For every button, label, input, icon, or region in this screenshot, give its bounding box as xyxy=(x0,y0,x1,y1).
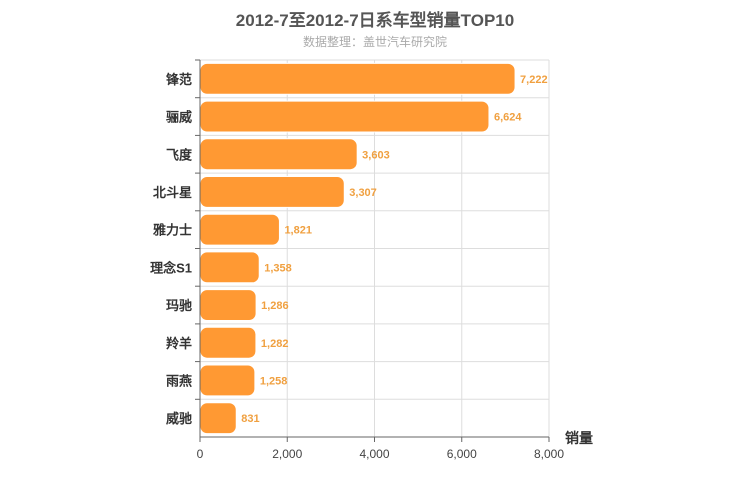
value-label: 1,286 xyxy=(261,300,289,312)
value-label: 3,603 xyxy=(362,149,390,161)
chart-title: 2012-7至2012-7日系车型销量TOP10 xyxy=(235,11,515,30)
category-label: 理念S1 xyxy=(150,260,192,275)
bar xyxy=(199,326,257,359)
x-tick-label: 8,000 xyxy=(534,447,564,461)
bar xyxy=(199,213,280,246)
bar xyxy=(199,100,490,133)
value-label: 1,258 xyxy=(260,375,288,387)
bar xyxy=(199,138,358,171)
bars: 7,222 6,624 3,603 3,307 1,821 1,358 1,286 1,282… xyxy=(199,62,548,435)
category-label: 骊威 xyxy=(166,110,192,125)
value-label: 1,358 xyxy=(264,262,292,274)
x-tick-label: 2,000 xyxy=(272,447,302,461)
category-label: 雨燕 xyxy=(166,373,192,388)
category-label: 玛驰 xyxy=(166,298,192,313)
category-label: 锋范 xyxy=(166,72,192,87)
x-tick-label: 6,000 xyxy=(447,447,477,461)
category-label: 北斗星 xyxy=(153,185,192,200)
value-label: 7,222 xyxy=(520,74,548,86)
bar xyxy=(199,364,256,397)
bar xyxy=(199,251,260,284)
chart-subtitle: 数据整理：盖世汽车研究院 xyxy=(302,35,447,49)
value-label: 3,307 xyxy=(349,187,377,199)
value-label: 1,821 xyxy=(284,225,312,237)
bar xyxy=(199,62,516,95)
category-label: 雅力士 xyxy=(153,223,192,238)
category-label: 飞度 xyxy=(166,147,193,162)
x-tick-label: 0 xyxy=(197,447,204,461)
x-tick-label: 4,000 xyxy=(359,447,389,461)
bar xyxy=(199,289,257,322)
bar xyxy=(199,402,237,435)
bar xyxy=(199,175,345,208)
category-label: 羚羊 xyxy=(166,336,192,351)
value-label: 831 xyxy=(241,413,259,425)
value-label: 6,624 xyxy=(494,112,522,124)
x-axis-title: 销量 xyxy=(565,430,593,446)
category-label: 威驰 xyxy=(166,411,192,426)
value-label: 1,282 xyxy=(261,338,289,350)
